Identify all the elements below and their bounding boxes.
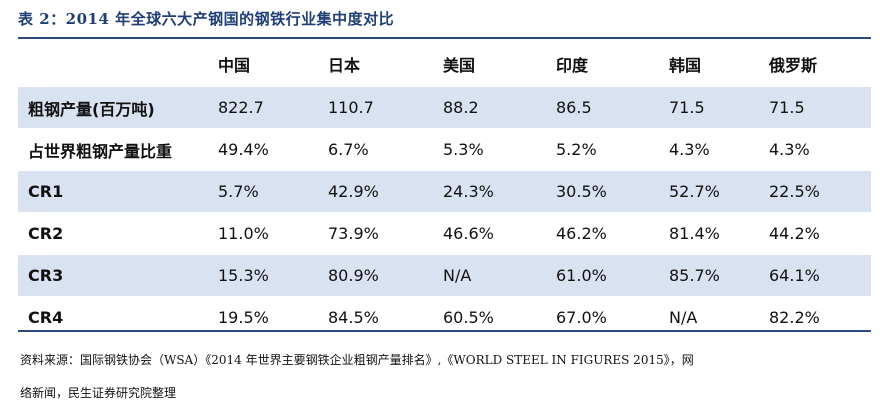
source-note: 资料来源：国际钢铁协会（WSA）《2014 年世界主要钢铁企业粗钢产量排名》,《…: [20, 344, 870, 410]
table-cell: 15.3%: [218, 266, 269, 285]
table-cell: 42.9%: [328, 182, 379, 201]
table-cell: 71.5: [669, 98, 705, 117]
table-cell: 4.3%: [669, 140, 710, 159]
table-cell: 81.4%: [669, 224, 720, 243]
table-row-world-share: 占世界粗钢产量比重 49.4% 6.7% 5.3% 5.2% 4.3% 4.3%: [18, 129, 871, 171]
row-label: CR2: [28, 224, 64, 243]
table-cell: 49.4%: [218, 140, 269, 159]
table-cell: 85.7%: [669, 266, 720, 285]
table-cell: 52.7%: [669, 182, 720, 201]
table-cell: 24.3%: [443, 182, 494, 201]
table-cell: N/A: [669, 308, 698, 327]
table-cell: 4.3%: [769, 140, 810, 159]
table-cell: 46.2%: [556, 224, 607, 243]
header-cell-russia: 俄罗斯: [769, 56, 818, 75]
row-label: CR3: [28, 266, 64, 285]
bottom-rule: [18, 330, 871, 332]
table-cell: 11.0%: [218, 224, 269, 243]
table-cell: 80.9%: [328, 266, 379, 285]
table-cell: 19.5%: [218, 308, 269, 327]
top-rule: [18, 37, 871, 39]
table-cell: 60.5%: [443, 308, 494, 327]
table-cell: 64.1%: [769, 266, 820, 285]
table-cell: 71.5: [769, 98, 805, 117]
row-label: CR4: [28, 308, 64, 327]
table-cell: 88.2: [443, 98, 479, 117]
table-header-row: 中国 日本 美国 印度 韩国 俄罗斯: [18, 42, 871, 87]
table-row-cr2: CR2 11.0% 73.9% 46.6% 46.2% 81.4% 44.2%: [18, 213, 871, 255]
header-cell-china: 中国: [218, 56, 251, 75]
table-cell: 110.7: [328, 98, 374, 117]
row-label: CR1: [28, 182, 64, 201]
table-row-cr3: CR3 15.3% 80.9% N/A 61.0% 85.7% 64.1%: [18, 255, 871, 297]
row-label: 占世界粗钢产量比重: [28, 141, 173, 161]
table-cell: 84.5%: [328, 308, 379, 327]
table-title: 表 2：2014 年全球六大产钢国的钢铁行业集中度对比: [18, 10, 395, 28]
table-cell: 5.2%: [556, 140, 597, 159]
table-cell: 46.6%: [443, 224, 494, 243]
table-cell: N/A: [443, 266, 472, 285]
table-cell: 82.2%: [769, 308, 820, 327]
table-cell: 61.0%: [556, 266, 607, 285]
concentration-table: 中国 日本 美国 印度 韩国 俄罗斯 粗钢产量(百万吨) 822.7 110.7…: [18, 42, 871, 339]
table-row-output: 粗钢产量(百万吨) 822.7 110.7 88.2 86.5 71.5 71.…: [18, 87, 871, 129]
table-cell: 22.5%: [769, 182, 820, 201]
header-cell-japan: 日本: [328, 56, 361, 75]
table-cell: 44.2%: [769, 224, 820, 243]
table-cell: 822.7: [218, 98, 264, 117]
table-cell: 5.7%: [218, 182, 259, 201]
header-cell-korea: 韩国: [669, 56, 702, 75]
header-cell-india: 印度: [556, 56, 589, 75]
table-cell: 30.5%: [556, 182, 607, 201]
source-line-1: 资料来源：国际钢铁协会（WSA）《2014 年世界主要钢铁企业粗钢产量排名》,《…: [20, 353, 694, 367]
table-cell: 6.7%: [328, 140, 369, 159]
source-line-2: 络新闻，民生证券研究院整理: [20, 386, 177, 400]
table-row-cr4: CR4 19.5% 84.5% 60.5% 67.0% N/A 82.2%: [18, 297, 871, 339]
table-cell: 67.0%: [556, 308, 607, 327]
header-cell-usa: 美国: [443, 56, 476, 75]
table-cell: 5.3%: [443, 140, 484, 159]
table-cell: 86.5: [556, 98, 592, 117]
table-row-cr1: CR1 5.7% 42.9% 24.3% 30.5% 52.7% 22.5%: [18, 171, 871, 213]
row-label: 粗钢产量(百万吨): [28, 99, 155, 119]
table-cell: 73.9%: [328, 224, 379, 243]
